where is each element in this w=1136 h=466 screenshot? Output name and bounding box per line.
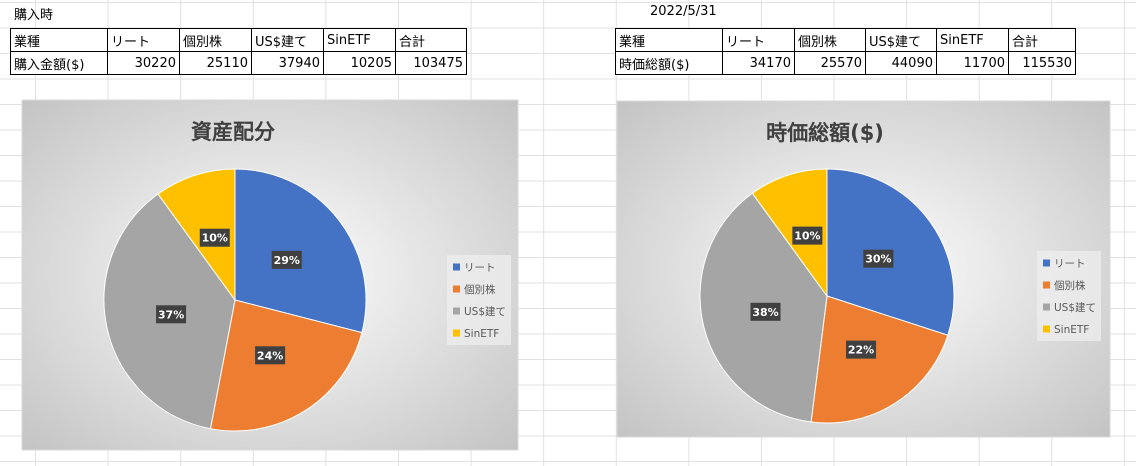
legend-swatch [1043,303,1050,311]
table-cell: 30220 [107,51,180,75]
data-label-box [271,250,302,269]
legend-label: リート [1054,258,1086,270]
table-cell: 11700 [936,51,1009,75]
table-cell: 時価総額($) [615,51,723,75]
legend-label: SinETF [464,328,499,340]
legend-swatch [453,329,460,337]
data-label: 29% [274,254,300,267]
data-label: 30% [865,253,891,266]
table-cell: 個別株 [794,28,866,52]
pie-slice [234,168,367,334]
data-label: 24% [257,349,283,362]
legend-swatch [453,285,460,293]
chart-title: 時価総額($) [766,121,884,145]
table-row: 購入金額($) 30220 25110 37940 10205 103475 [10,51,467,75]
legend-swatch [453,307,460,315]
data-label-box [199,228,230,247]
table-caption: 2022/5/31 [650,4,717,19]
data-label-box [255,346,286,365]
pie-slice [751,168,828,298]
data-table: 業種 リート 個別株 US$建て SinETF 合計 購入金額($) 30220 25110 37… [10,28,467,75]
table-cell: 44090 [865,51,937,75]
table-cell: 合計 [395,28,467,52]
data-label: 22% [848,344,874,357]
data-label-box [156,305,187,324]
data-table: 業種 リート 個別株 US$建て SinETF 合計 時価総額($) 34170 25570 44… [615,28,1076,75]
table-cell: 37940 [251,51,324,75]
legend-label: US$建て [1054,301,1096,314]
table-cell: 115530 [1008,51,1076,75]
data-label-box [846,340,877,359]
table-row: 時価総額($) 34170 25570 44090 11700 115530 [615,51,1076,75]
data-label: 38% [752,306,778,319]
data-label-box [863,249,894,268]
table-row: 業種 リート 個別株 US$建て SinETF 合計 [10,28,467,52]
table-cell: US$建て [251,28,324,52]
table-cell: 34170 [722,51,795,75]
table-cell: 25110 [179,51,252,75]
data-label: 37% [158,308,184,321]
table-cell: 25570 [794,51,866,75]
data-label-box [750,302,781,321]
legend-swatch [453,263,460,271]
pie-slice [209,299,363,432]
table-cell: 103475 [395,51,467,75]
chart-title: 資産配分 [191,120,275,144]
data-label-box [792,226,823,245]
data-label: 10% [794,230,820,243]
legend-label: 個別株 [464,283,496,296]
pie-slice [157,168,236,302]
table-row: 業種 リート 個別株 US$建て SinETF 合計 [615,28,1076,52]
pie-slice [810,295,949,424]
legend-swatch [1043,281,1050,289]
legend-label: 個別株 [1054,279,1086,292]
table-cell: 10205 [323,51,396,75]
legend-label: リート [464,262,496,274]
legend-swatch [1043,325,1050,333]
data-label: 10% [202,232,228,245]
table-cell: 購入金額($) [10,51,108,75]
legend-label: SinETF [1054,324,1089,336]
legend-label: US$建て [464,305,506,318]
table-caption: 購入時 [14,8,54,23]
legend-swatch [1043,259,1050,267]
